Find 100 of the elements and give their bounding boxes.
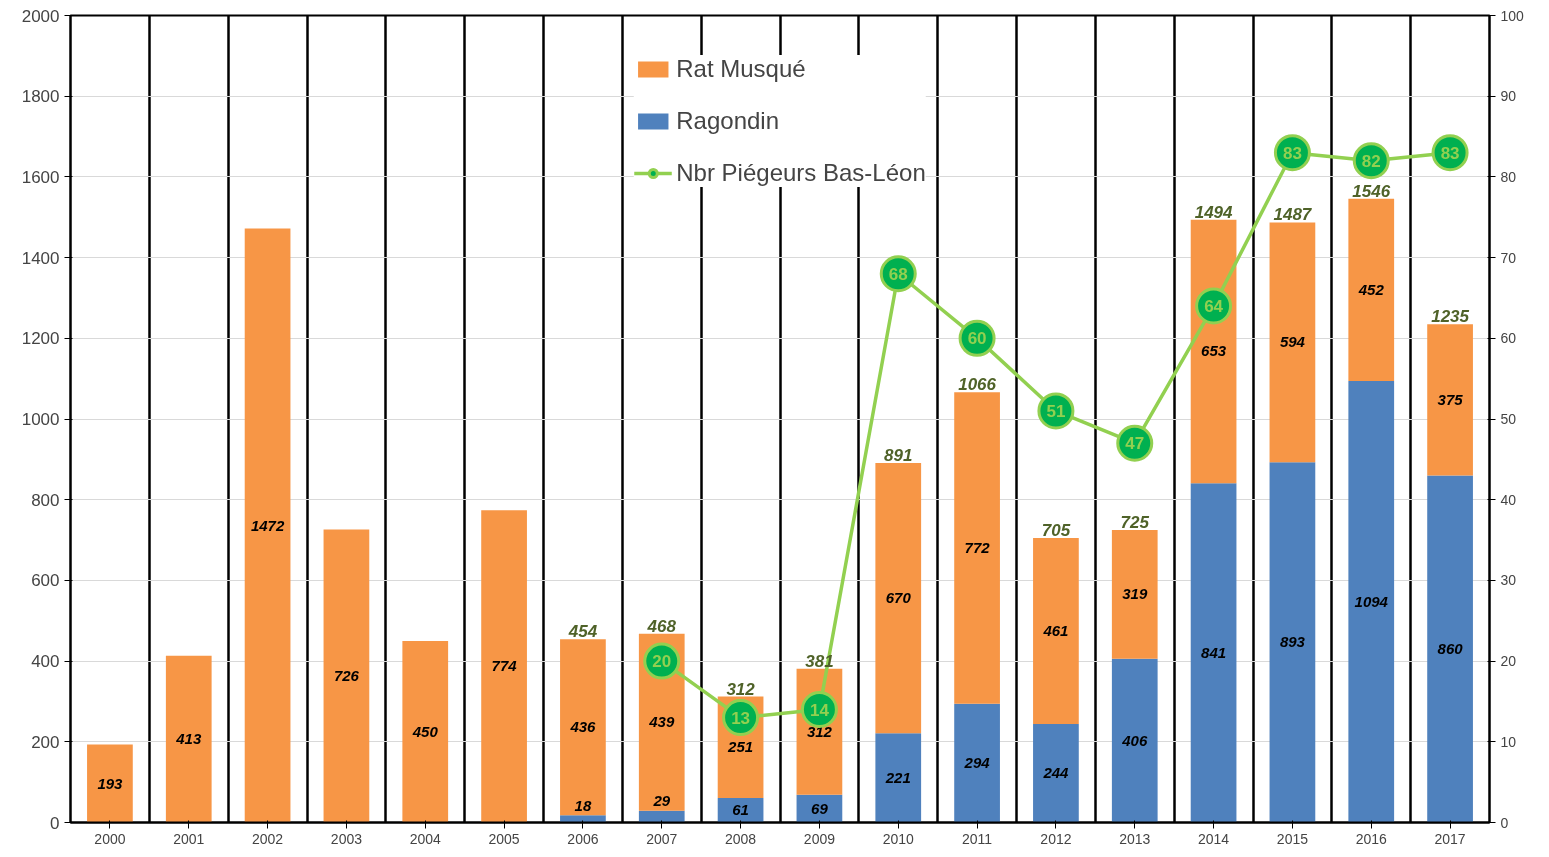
bar: [1348, 198, 1395, 382]
data-label: 319: [1122, 585, 1148, 603]
bar: [1269, 222, 1316, 463]
y2-tick-label: 0: [1500, 814, 1509, 831]
legend-label: Ragondin: [676, 107, 780, 135]
y2-tick-label: 10: [1500, 733, 1517, 750]
total-label: 891: [884, 445, 913, 465]
y-tick-label: 1000: [21, 410, 60, 429]
x-tick-label: 2002: [252, 830, 284, 847]
y2-tick-label: 70: [1500, 249, 1517, 266]
x-tick-label: 2000: [94, 830, 126, 847]
bar: [1190, 219, 1237, 484]
data-label: 450: [411, 722, 439, 740]
y2-tick-label: 100: [1500, 7, 1525, 24]
bar: [1427, 324, 1473, 476]
bar: [1033, 724, 1079, 823]
data-label: 594: [1279, 333, 1306, 351]
data-label: 436: [569, 718, 597, 736]
data-label: 61: [732, 801, 749, 819]
y-tick-label: 0: [50, 813, 60, 833]
data-label: 893: [1279, 633, 1306, 651]
total-label: 1487: [1273, 205, 1313, 225]
data-label: 221: [884, 768, 911, 786]
y-tick-label: 1400: [21, 248, 60, 268]
y-tick-label: 400: [31, 652, 60, 672]
data-label: 83: [1282, 143, 1302, 163]
data-label: 375: [1437, 390, 1464, 408]
y2-tick-label: 60: [1500, 330, 1517, 347]
total-label: 312: [726, 679, 756, 699]
y2-tick-label: 30: [1500, 572, 1517, 589]
data-label: 461: [1042, 622, 1069, 640]
legend-label: Nbr Piégeurs Bas-Léon: [676, 159, 926, 187]
data-label: 772: [964, 539, 991, 557]
x-tick-label: 2015: [1276, 830, 1309, 847]
y-tick-label: 200: [31, 732, 60, 752]
x-tick-label: 2008: [725, 830, 757, 847]
data-label: 68: [888, 264, 908, 284]
data-label: 452: [1357, 280, 1385, 298]
data-label: 51: [1046, 401, 1066, 421]
bar: [638, 810, 685, 823]
data-label: 13: [731, 708, 751, 728]
bar: [875, 462, 922, 734]
bar: [1427, 475, 1473, 823]
data-label: 1472: [250, 516, 285, 534]
data-label: 244: [1042, 764, 1070, 782]
data-label: 193: [97, 774, 124, 792]
data-label: 47: [1125, 434, 1145, 454]
x-tick-label: 2005: [488, 830, 520, 847]
bar: [87, 744, 133, 823]
data-label: 83: [1440, 143, 1460, 163]
bar: [1348, 381, 1395, 823]
data-label: 20: [652, 652, 672, 672]
data-label: 841: [1201, 643, 1227, 661]
data-label: 312: [806, 722, 833, 740]
total-label: 1235: [1431, 307, 1470, 327]
data-label: 653: [1201, 342, 1227, 360]
bar: [1033, 538, 1079, 725]
data-label: 69: [811, 799, 829, 817]
data-label: 726: [333, 667, 360, 685]
bar: [954, 703, 1000, 823]
bar: [1190, 483, 1237, 823]
total-label: 1494: [1194, 202, 1234, 222]
bar: [323, 529, 370, 823]
x-tick-label: 2013: [1119, 830, 1151, 847]
y-tick-label: 800: [31, 490, 60, 510]
y2-tick-label: 50: [1500, 411, 1517, 427]
x-tick-label: 2004: [409, 830, 442, 847]
bar: [1111, 658, 1158, 823]
x-tick-label: 2011: [962, 830, 993, 847]
data-label: 860: [1437, 639, 1464, 657]
data-label: 1094: [1354, 592, 1389, 610]
bar: [481, 510, 527, 823]
bar: [1269, 462, 1316, 823]
bar: [560, 639, 606, 816]
data-label: 251: [727, 738, 754, 756]
bar: [560, 815, 606, 823]
bar: [954, 392, 1000, 704]
y-tick-label: 1600: [21, 167, 60, 187]
data-label: 29: [652, 792, 671, 810]
y-tick-label: 1200: [21, 329, 60, 349]
x-tick-label: 2003: [330, 830, 363, 847]
data-label: 413: [175, 730, 202, 748]
data-label: 14: [809, 700, 830, 720]
total-label: 1066: [958, 375, 997, 395]
x-tick-label: 2007: [646, 830, 678, 847]
x-tick-label: 2017: [1434, 830, 1466, 847]
data-label: 82: [1361, 151, 1381, 171]
bar: [402, 640, 449, 823]
x-tick-label: 2006: [567, 830, 599, 847]
y2-tick-label: 20: [1500, 653, 1517, 670]
y2-tick-label: 90: [1500, 88, 1517, 105]
total-label: 468: [646, 616, 677, 636]
data-label: 439: [648, 713, 675, 731]
x-tick-label: 2001: [173, 830, 205, 847]
bar: [1111, 529, 1158, 659]
total-label: 1546: [1352, 181, 1391, 201]
data-label: 670: [885, 589, 912, 607]
data-label: 406: [1121, 731, 1148, 749]
total-label: 705: [1041, 521, 1071, 541]
x-tick-label: 2009: [803, 830, 836, 847]
